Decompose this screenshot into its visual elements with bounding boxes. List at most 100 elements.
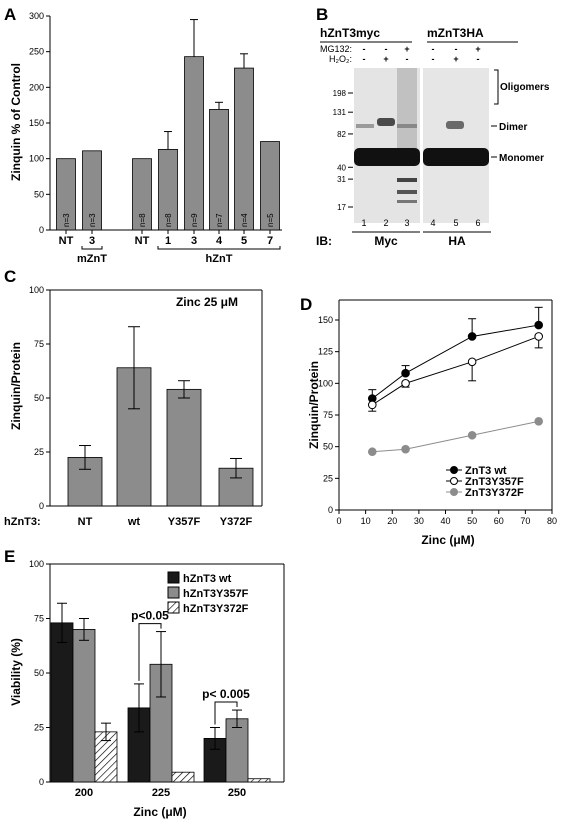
panel-label-a: A (4, 5, 16, 24)
band-label-oligomers: Oligomers (500, 82, 550, 93)
panel-d-legend-label: ZnT3Y357F (465, 476, 524, 488)
panel-e: E Viability (%) Zinc (μM) 0 25 50 75 100 200… (4, 547, 285, 819)
panel-e-legend-label: hZnT3Y372F (183, 603, 249, 615)
panel-c-category-label: Y357F (168, 516, 201, 528)
blot-treatment-sign: - (406, 54, 409, 64)
panel-e-legend-swatch (167, 601, 180, 614)
panel-d-x-tick-label: 20 (387, 516, 397, 526)
band-label-monomer: Monomer (499, 153, 544, 164)
panel-d-x-tick-label: 50 (467, 516, 477, 526)
panel-c-y-tick-label: 75 (34, 339, 44, 349)
panel-a-y-tick-label: 100 (29, 154, 44, 164)
ib-ha: HA (448, 234, 466, 248)
panel-b-western-blot: B hZnT3myc mZnT3HA MG132: H₂O₂: - - + - - +- +… (316, 5, 550, 248)
panel-c-row-label: hZnT3: (4, 516, 41, 528)
band-label-dimer: Dimer (499, 122, 527, 133)
panel-d-data-point (467, 430, 477, 440)
panel-a-n-label: n=3 (62, 213, 71, 227)
panel-d-data-point (467, 357, 477, 367)
blot-mw-marker: 82 (337, 130, 346, 139)
panel-a-n-label: n=7 (215, 213, 224, 227)
panel-label-e: E (4, 547, 15, 566)
panel-e-significance-bracket (214, 701, 238, 725)
panel-a-bar (209, 109, 229, 231)
blot-group-label-1: hZnT3myc (320, 26, 380, 40)
panel-a: A Zinquin % of Control 0 50 100 150 200 250 30… (4, 5, 282, 265)
panel-c-y-axis-label: Zinquin/Protein (9, 342, 23, 430)
blot-treatment-sign: - (477, 54, 480, 64)
panel-e-category-label: 225 (152, 787, 170, 799)
panel-a-y-tick-label: 200 (29, 82, 44, 92)
panel-e-x-axis-label: Zinc (μM) (133, 805, 186, 819)
panel-d-y-tick-label: 150 (318, 315, 333, 325)
panel-d-data-point (401, 379, 410, 388)
blot-treatment-h2o2: H₂O₂: (329, 54, 352, 64)
panel-e-category-label: 200 (75, 787, 93, 799)
panel-label-d: D (300, 295, 312, 314)
panel-a-n-label: n=3 (88, 213, 97, 227)
panel-a-category-label: NT (59, 235, 74, 247)
panel-d-data-point (401, 368, 410, 378)
panel-a-n-label: n=8 (164, 213, 173, 227)
panel-d-series-line (371, 324, 539, 399)
blot-image (354, 68, 489, 223)
panel-a-n-label: n=5 (266, 213, 275, 227)
panel-d-y-tick-label: 125 (318, 347, 333, 357)
blot-treatment-sign: + (383, 54, 388, 64)
panel-a-group-bracket (81, 246, 103, 250)
panel-e-legend-swatch (167, 571, 180, 584)
panel-a-group-bracket (157, 246, 281, 250)
panel-d-x-tick-label: 30 (414, 516, 424, 526)
panel-d-legend-label: ZnT3Y372F (465, 487, 524, 499)
blot-treatment-sign: - (385, 44, 388, 54)
panel-e-bar (72, 629, 96, 783)
blot-mw-marker: 17 (337, 203, 346, 212)
panel-d-x-tick-label: 80 (547, 516, 557, 526)
blot-treatment-sign: + (404, 44, 409, 54)
panel-d-y-tick-label: 75 (323, 410, 333, 420)
blot-group-label-2: mZnT3HA (427, 26, 484, 40)
panel-c-category-label: NT (78, 516, 93, 528)
blot-treatment-sign: - (432, 54, 435, 64)
blot-treatment-sign: - (432, 44, 435, 54)
ib-label: IB: (316, 234, 332, 248)
blot-lane-number: 6 (475, 218, 480, 228)
panel-e-bar (225, 718, 249, 783)
blot-treatment-sign: - (363, 44, 366, 54)
blot-mw-marker: 40 (337, 163, 346, 172)
panel-e-y-tick-label: 75 (34, 614, 44, 624)
panel-e-significance-label: p<0.05 (131, 609, 169, 623)
panel-e-y-axis-label: Viability (%) (9, 638, 23, 706)
panel-e-y-tick-label: 0 (39, 777, 44, 787)
panel-c-y-tick-label: 50 (34, 393, 44, 403)
panel-a-y-axis-label: Zinquin % of Control (9, 63, 23, 181)
panel-a-n-label: n=4 (240, 213, 249, 227)
blot-treatment-sign: + (453, 54, 458, 64)
panel-a-n-label: n=9 (190, 213, 199, 227)
panel-c-bar (166, 388, 202, 507)
panel-e-bar (247, 778, 271, 783)
panel-a-y-tick-label: 0 (39, 225, 44, 235)
panel-a-group-label: hZnT (206, 253, 233, 265)
panel-d-x-tick-label: 0 (336, 516, 341, 526)
panel-d-data-point (467, 332, 477, 341)
panel-c-y-tick-label: 100 (29, 285, 44, 295)
blot-treatment-sign: - (455, 44, 458, 54)
panel-a-bar (184, 56, 204, 231)
panel-a-category-label: NT (135, 235, 150, 247)
panel-c-y-tick-label: 25 (34, 447, 44, 457)
panel-d: D Zinquin/Protein Zinc (μM) 025507510012… (300, 295, 557, 547)
panel-d-y-tick-label: 25 (323, 473, 333, 483)
ib-myc: Myc (374, 234, 398, 248)
panel-e-category-label: 250 (228, 787, 246, 799)
panel-a-group-label: mZnT (77, 253, 107, 265)
panel-d-x-tick-label: 10 (361, 516, 371, 526)
panel-d-y-axis-label: Zinquin/Protein (307, 361, 321, 449)
panel-e-y-tick-label: 100 (29, 559, 44, 569)
panel-e-y-tick-label: 25 (34, 723, 44, 733)
blot-treatment-sign: - (363, 54, 366, 64)
panel-a-category-label: 4 (216, 235, 223, 247)
blot-mw-marker: 31 (337, 175, 346, 184)
oligomer-bracket (494, 69, 499, 105)
